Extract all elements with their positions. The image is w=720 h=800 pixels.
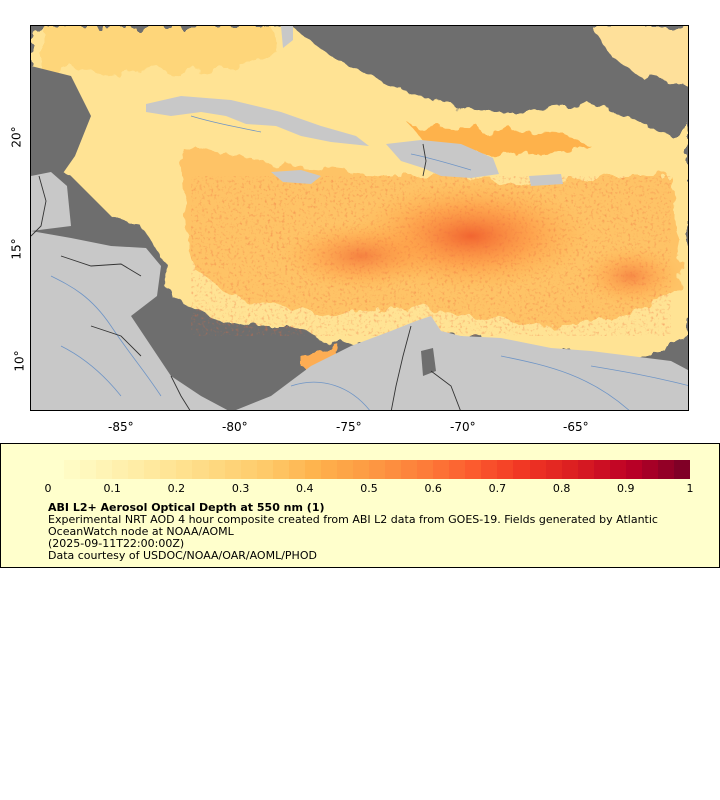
lon-tick-label: -85° [108,420,134,434]
aod-map [30,25,689,411]
colorbar-step [208,460,226,479]
colorbar-step [481,460,498,479]
lon-tick-label: -70° [450,420,476,434]
colorbar-step [513,460,530,479]
colorbar-step [673,460,691,479]
lon-tick-label: -80° [222,420,248,434]
legend-credit: Data courtesy of USDOC/NOAA/OAR/AOML/PHO… [48,549,317,562]
colorbar-step [529,460,547,479]
lat-tick-label: 15° [9,238,24,260]
colorbar-step [272,460,290,479]
colorbar-tick-label: 0 [44,482,52,495]
lat-tick-label: 20° [9,126,24,148]
colorbar-step [561,460,579,479]
colorbar-step [192,460,209,479]
colorbar-step [352,460,370,479]
colorbar-step [304,460,322,479]
colorbar-tick-label: 0.5 [360,482,378,495]
colorbar-tick-label: 1 [686,482,694,495]
aod-speckle [191,176,671,336]
colorbar-tick-label: 0.4 [296,482,314,495]
colorbar-step [641,460,659,479]
land [31,26,688,410]
colorbar-step [401,460,418,479]
colorbar-tick-label: 0.7 [488,482,507,495]
colorbar-step [48,460,65,479]
colorbar-step [144,460,161,479]
colorbar-tick-label: 0.6 [424,482,442,495]
legend-description: Experimental NRT AOD 4 hour composite cr… [48,513,658,538]
central-america-land [31,231,228,410]
colorbar-step [320,460,338,479]
puerto-rico-land [529,174,563,186]
colorbar-step [609,460,627,479]
lon-tick-label: -75° [336,420,362,434]
colorbar-tick-label: 0.8 [552,482,571,495]
colorbar-step [449,460,466,479]
colorbar-tick-label: 0.1 [103,482,121,495]
colorbar-step [577,460,595,479]
lat-tick-label: 10° [12,350,27,372]
colorbar-step [288,460,306,479]
colorbar-step [224,460,242,479]
colorbar-step [160,460,177,479]
colorbar-step [336,460,354,479]
colorbar-step [545,460,563,479]
country-borders [31,143,461,410]
cuba-land [146,96,369,146]
lon-tick-label: -65° [563,420,589,434]
colorbar-step [433,460,450,479]
map-canvas [31,26,688,410]
colorbar-step [240,460,258,479]
colorbar-step [256,460,274,479]
colorbar-step [176,460,193,479]
colorbar-tick-label: 0.2 [167,482,186,495]
colorbar-step [417,460,434,479]
jamaica-land [271,170,321,184]
colorbar-step [625,460,643,479]
colorbar-step [657,460,675,479]
rivers [50,115,688,410]
colorbar-tick-label: 0.3 [231,482,250,495]
legend-title: ABI L2+ Aerosol Optical Depth at 550 nm … [48,501,325,514]
colorbar-tick-label: 0.9 [617,482,635,495]
colorbar [48,460,691,479]
colorbar-step [497,460,514,479]
colorbar-step [385,460,402,479]
colorbar-step [593,460,611,479]
colorbar-step [112,460,129,479]
colorbar-step [64,460,81,479]
hispaniola-land [386,140,499,178]
colorbar-step [128,460,145,479]
colorbar-step [369,460,386,479]
south-america-land [236,316,688,410]
legend-timestamp: (2025-09-11T22:00:00Z) [48,537,185,550]
legend-panel: ABI L2+ Aerosol Optical Depth at 550 nm … [0,443,720,568]
colorbar-step [96,460,113,479]
colorbar-step [80,460,97,479]
colorbar-step [465,460,482,479]
